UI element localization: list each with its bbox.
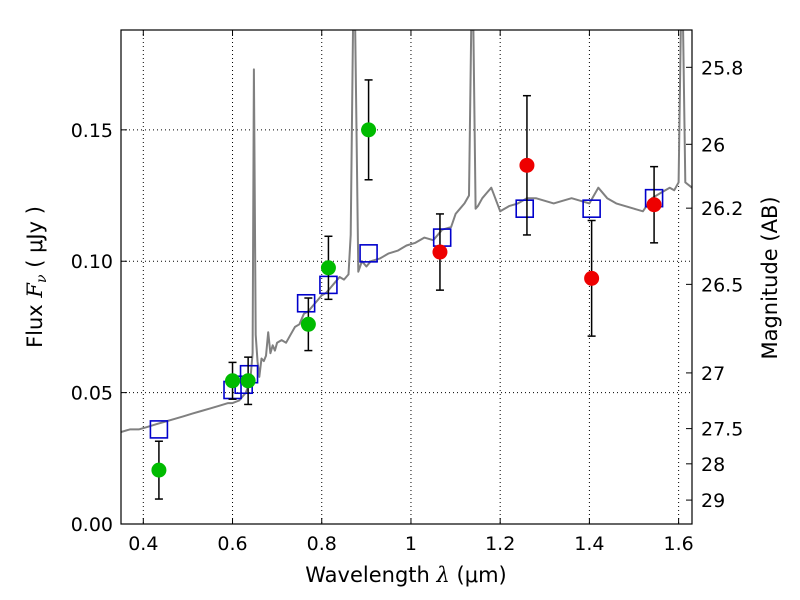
observed-point — [361, 122, 377, 138]
x-tick-label: 1.2 — [485, 533, 515, 555]
magnitude-axis-title: Magnitude (AB) — [758, 196, 782, 359]
observed-point — [519, 157, 535, 173]
x-tick-label: 1 — [405, 533, 417, 555]
observed-point — [432, 244, 448, 260]
observed-point — [240, 373, 256, 389]
y-axis-title: Flux Fν ( μJy ) — [23, 206, 50, 348]
sed-model-line — [121, 30, 692, 433]
y-tick-label: 0.10 — [71, 251, 113, 273]
y-axis: 0.00 0.05 0.10 0.15 — [71, 120, 127, 536]
x-tick-label: 0.6 — [217, 533, 247, 555]
observed-point — [300, 316, 316, 332]
x-axis: 0.4 0.6 0.8 1 1.2 1.4 1.6 — [128, 30, 694, 555]
model-photometry-square — [515, 199, 535, 218]
x-tick-label: 1.4 — [574, 533, 604, 555]
x-tick-label: 0.8 — [307, 533, 337, 555]
plot-frame — [120, 29, 693, 525]
magnitude-tick-label: 26.5 — [701, 274, 743, 296]
plot-area — [120, 29, 693, 525]
y-tick-label: 0.00 — [71, 514, 113, 536]
observed-point — [646, 197, 662, 213]
observed-point — [584, 270, 600, 286]
model-photometry-square — [359, 244, 378, 263]
observed-point — [225, 373, 241, 389]
magnitude-tick-label: 27.5 — [701, 419, 743, 441]
magnitude-tick-label: 25.8 — [701, 57, 743, 79]
y-tick-label: 0.05 — [71, 383, 113, 405]
magnitude-axis: 25.8 26 26.2 26.5 27 27.5 28 29 — [686, 57, 743, 512]
magnitude-tick-label: 27 — [701, 363, 725, 385]
magnitude-tick-label: 29 — [701, 490, 725, 512]
model-photometry-square — [582, 199, 601, 218]
magnitude-tick-label: 28 — [701, 454, 725, 476]
magnitude-tick-label: 26 — [701, 134, 725, 156]
y-tick-label: 0.15 — [71, 120, 113, 142]
observed-point — [320, 260, 336, 276]
x-tick-label: 0.4 — [128, 533, 158, 555]
x-tick-label: 1.6 — [664, 533, 694, 555]
observed-point — [151, 462, 167, 478]
model-photometry-square — [296, 293, 316, 313]
magnitude-tick-label: 26.2 — [701, 198, 743, 220]
plot-content — [121, 30, 692, 500]
x-axis-title: Wavelength λ (μm) — [305, 563, 506, 587]
model-photometry-square — [149, 420, 169, 439]
